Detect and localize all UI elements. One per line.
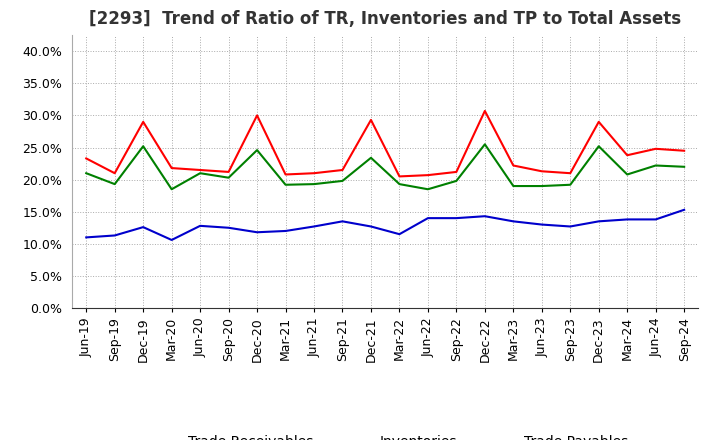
Trade Receivables <box>253 113 261 118</box>
Inventories <box>225 225 233 231</box>
Trade Payables <box>366 155 375 161</box>
Trade Payables <box>566 182 575 187</box>
Trade Receivables <box>82 156 91 161</box>
Trade Receivables <box>509 163 518 168</box>
Trade Payables <box>82 171 91 176</box>
Line: Trade Payables: Trade Payables <box>86 144 684 189</box>
Inventories <box>395 231 404 237</box>
Title: [2293]  Trend of Ratio of TR, Inventories and TP to Total Assets: [2293] Trend of Ratio of TR, Inventories… <box>89 10 681 28</box>
Inventories <box>366 224 375 229</box>
Inventories <box>196 223 204 228</box>
Trade Receivables <box>423 172 432 178</box>
Trade Receivables <box>225 169 233 175</box>
Trade Receivables <box>623 153 631 158</box>
Trade Receivables <box>566 171 575 176</box>
Trade Receivables <box>652 146 660 151</box>
Inventories <box>480 213 489 219</box>
Inventories <box>509 219 518 224</box>
Trade Receivables <box>139 119 148 125</box>
Inventories <box>282 228 290 234</box>
Trade Payables <box>225 175 233 180</box>
Trade Payables <box>110 181 119 187</box>
Trade Payables <box>452 178 461 183</box>
Inventories <box>338 219 347 224</box>
Trade Payables <box>338 178 347 183</box>
Trade Payables <box>139 143 148 149</box>
Trade Payables <box>480 142 489 147</box>
Trade Receivables <box>537 169 546 174</box>
Trade Receivables <box>167 165 176 171</box>
Trade Receivables <box>680 148 688 154</box>
Trade Payables <box>652 163 660 168</box>
Trade Payables <box>196 171 204 176</box>
Line: Inventories: Inventories <box>86 210 684 240</box>
Legend: Trade Receivables, Inventories, Trade Payables: Trade Receivables, Inventories, Trade Pa… <box>137 429 634 440</box>
Trade Payables <box>423 187 432 192</box>
Trade Payables <box>310 181 318 187</box>
Inventories <box>452 216 461 221</box>
Inventories <box>82 235 91 240</box>
Trade Payables <box>537 183 546 189</box>
Trade Payables <box>680 164 688 169</box>
Trade Receivables <box>480 108 489 114</box>
Trade Receivables <box>110 171 119 176</box>
Trade Receivables <box>452 169 461 175</box>
Inventories <box>310 224 318 229</box>
Trade Receivables <box>395 174 404 179</box>
Trade Receivables <box>366 117 375 123</box>
Trade Payables <box>395 181 404 187</box>
Inventories <box>652 217 660 222</box>
Inventories <box>595 219 603 224</box>
Trade Receivables <box>196 167 204 172</box>
Trade Payables <box>509 183 518 189</box>
Trade Payables <box>282 182 290 187</box>
Inventories <box>623 217 631 222</box>
Inventories <box>139 224 148 230</box>
Trade Payables <box>167 187 176 192</box>
Inventories <box>423 216 432 221</box>
Trade Receivables <box>595 119 603 125</box>
Inventories <box>253 230 261 235</box>
Trade Receivables <box>282 172 290 177</box>
Inventories <box>537 222 546 227</box>
Trade Payables <box>623 172 631 177</box>
Inventories <box>566 224 575 229</box>
Trade Payables <box>253 147 261 153</box>
Trade Receivables <box>338 167 347 172</box>
Inventories <box>680 207 688 213</box>
Trade Payables <box>595 143 603 149</box>
Trade Receivables <box>310 171 318 176</box>
Inventories <box>167 237 176 242</box>
Line: Trade Receivables: Trade Receivables <box>86 111 684 176</box>
Inventories <box>110 233 119 238</box>
